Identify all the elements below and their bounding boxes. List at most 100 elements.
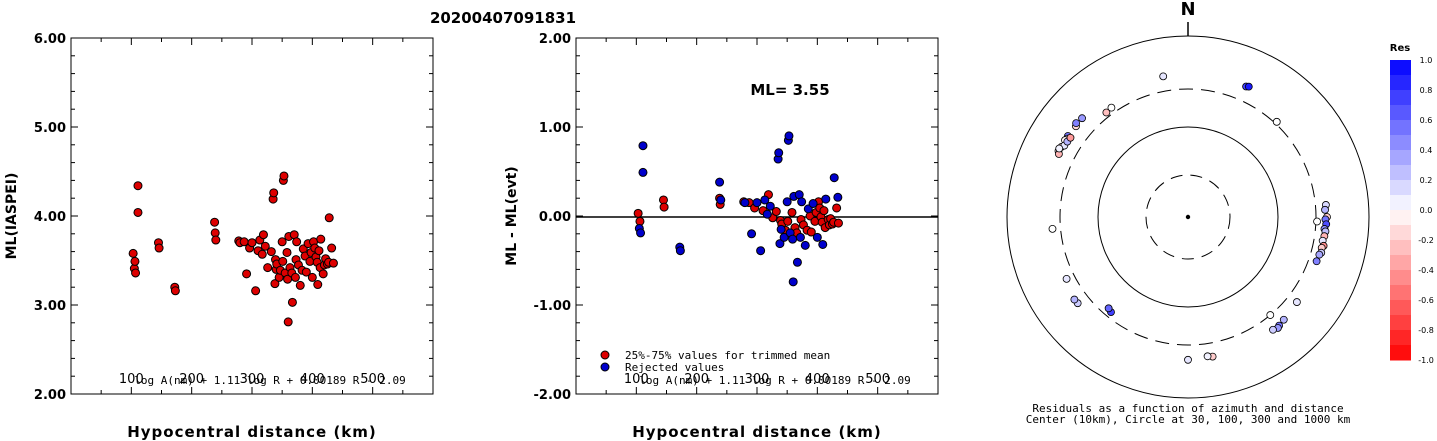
panel1-xlabel: Hypocentral distance (km) [127,423,377,441]
xtick-label: 500 [865,372,890,387]
data-point [314,246,324,256]
polar-caption-1: Residuals as a function of azimuth and d… [1032,402,1343,415]
data-point [318,269,328,279]
colorbar-swatch [1390,210,1411,226]
legend-red-label: 25%-75% values for trimmed mean [625,349,830,362]
colorbar-swatch [1390,285,1411,301]
data-point [716,195,726,205]
data-point [154,243,164,253]
station-point [1102,108,1111,117]
colorbar-tick-label: -0.4 [1418,266,1434,275]
station-point [1062,274,1071,283]
colorbar-swatch [1390,270,1411,286]
colorbar-swatch [1390,165,1411,181]
legend-blue-marker [600,362,610,372]
data-point [269,188,279,198]
data-point [211,235,221,245]
colorbar-swatch [1390,255,1411,271]
data-point [795,232,805,242]
polar-caption-2: Center (10km), Circle at 30, 100, 300 an… [1026,413,1351,426]
data-point [251,286,261,296]
data-point [776,224,786,234]
colorbar-tick-label: 0.4 [1420,146,1433,155]
station-point [1269,325,1277,334]
data-point [774,148,784,158]
circle-30km [1145,174,1231,260]
data-point [715,177,725,187]
data-point [779,232,789,242]
figure-title: 20200407091831 [430,9,576,27]
panel1-frame [70,37,434,395]
colorbar-swatch [1390,300,1411,316]
xtick-label: 500 [360,372,385,387]
data-point [833,192,843,202]
data-point [752,198,762,208]
data-point [279,171,289,181]
colorbar-swatch [1390,120,1411,136]
data-point [257,249,267,259]
station-point [1107,103,1116,112]
colorbar-tick-label: 0.2 [1420,176,1433,185]
north-label: N [1180,0,1195,20]
data-point [307,272,317,282]
station-point [1159,72,1168,81]
colorbar-tick-label: -0.6 [1418,296,1434,305]
station-point [1272,117,1281,126]
data-point [808,199,818,209]
data-point [313,280,323,290]
colorbar-swatch [1390,225,1411,241]
ytick-label: 6.00 [34,32,66,47]
station-point [1070,295,1079,304]
data-point [290,272,300,282]
data-point [260,241,270,251]
station-point [1072,119,1081,128]
panel1-ylabel: ML(IASPEI) [4,173,20,260]
panel1-formula: log A(nm) + 1.11 log R + 0.00189 R - 2.0… [134,374,406,387]
xtick-label: 200 [684,372,709,387]
data-point [282,247,292,257]
ytick-label: 5.00 [34,121,66,136]
data-point [327,243,337,253]
circle-300km [1059,88,1317,346]
colorbar-swatch [1390,60,1411,76]
residual-vs-distance-panel: 2.00 1.00 0.00 -1.00 -2.00 100 200 300 400 500 ML… [504,32,939,441]
station-point [1315,250,1324,259]
data-point [787,207,797,217]
data-point [128,248,138,258]
ytick-label: 0.00 [539,210,571,225]
data-point [292,237,302,247]
colorbar-tick-label: -0.2 [1418,236,1434,245]
data-point [832,203,842,213]
data-point [800,240,810,250]
xtick-label: 100 [624,372,649,387]
colorbar-swatch [1390,90,1411,106]
data-point [131,268,141,278]
data-point [263,263,273,273]
xtick-label: 100 [119,372,144,387]
xtick-label: 300 [745,372,770,387]
circle-100km [1097,126,1279,308]
colorbar-tick-label: 0.6 [1420,116,1433,125]
legend-blue-label: Rejected values [625,361,724,374]
ml-annotation: ML= 3.55 [750,81,829,99]
station-point [1055,144,1064,153]
data-point [797,197,807,207]
data-point [756,246,766,256]
station-point [1321,205,1329,214]
data-point [829,173,839,183]
data-point [819,206,829,216]
data-point [833,218,843,228]
colorbar-swatch [1390,195,1411,211]
data-point [283,317,293,327]
data-point [287,297,297,307]
data-point [170,286,180,296]
data-point [788,277,798,287]
data-point [788,234,798,244]
data-point [765,201,775,211]
data-point [324,213,334,223]
center-dot [1185,214,1191,220]
colorbar-tick-label: -1.0 [1418,356,1434,365]
data-point [760,195,770,205]
ytick-label: 3.00 [34,299,66,314]
